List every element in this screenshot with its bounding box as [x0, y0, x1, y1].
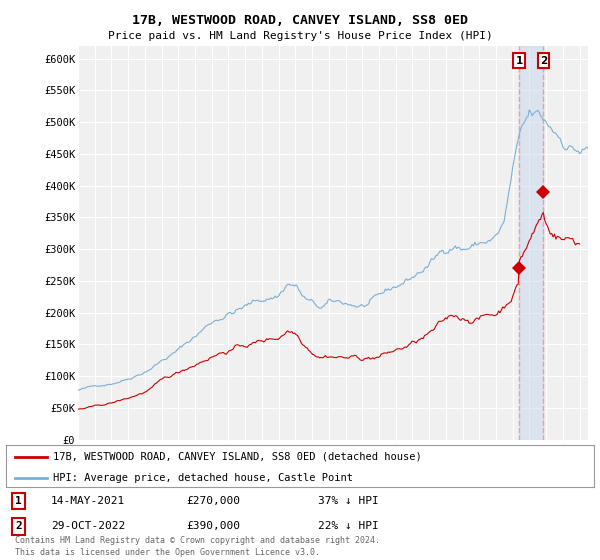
- Text: Contains HM Land Registry data © Crown copyright and database right 2024.
This d: Contains HM Land Registry data © Crown c…: [15, 536, 380, 557]
- Text: 1: 1: [515, 55, 523, 66]
- Text: HPI: Average price, detached house, Castle Point: HPI: Average price, detached house, Cast…: [53, 473, 353, 483]
- Text: 17B, WESTWOOD ROAD, CANVEY ISLAND, SS8 0ED: 17B, WESTWOOD ROAD, CANVEY ISLAND, SS8 0…: [132, 14, 468, 27]
- Text: 2: 2: [15, 521, 22, 531]
- Text: 14-MAY-2021: 14-MAY-2021: [51, 496, 125, 506]
- Text: 2: 2: [540, 55, 547, 66]
- Text: 37% ↓ HPI: 37% ↓ HPI: [318, 496, 379, 506]
- Text: £390,000: £390,000: [186, 521, 240, 531]
- Text: 29-OCT-2022: 29-OCT-2022: [51, 521, 125, 531]
- Text: 17B, WESTWOOD ROAD, CANVEY ISLAND, SS8 0ED (detached house): 17B, WESTWOOD ROAD, CANVEY ISLAND, SS8 0…: [53, 452, 422, 462]
- Text: £270,000: £270,000: [186, 496, 240, 506]
- Text: 1: 1: [15, 496, 22, 506]
- Text: 22% ↓ HPI: 22% ↓ HPI: [318, 521, 379, 531]
- Text: Price paid vs. HM Land Registry's House Price Index (HPI): Price paid vs. HM Land Registry's House …: [107, 31, 493, 41]
- Bar: [519, 46, 544, 440]
